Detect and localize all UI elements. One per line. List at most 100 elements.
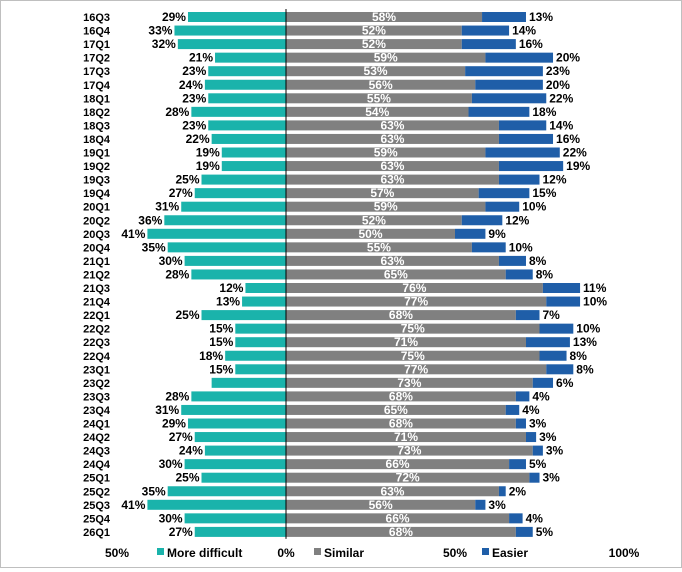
label-similar: 77% [404, 295, 428, 309]
category-label: 17Q3 [83, 66, 110, 78]
label-more-difficult: 31% [155, 403, 179, 417]
bar-similar [286, 350, 540, 361]
bar-similar [286, 106, 469, 117]
bar-more-difficult [191, 391, 286, 402]
label-easier: 8% [536, 267, 554, 281]
label-more-difficult: 15% [209, 362, 233, 376]
bar-easier [471, 93, 547, 104]
bar-similar [286, 25, 462, 36]
x-tick-label: 50% [443, 546, 467, 560]
bar-similar [286, 93, 472, 104]
label-similar: 76% [402, 281, 426, 295]
label-easier: 14% [549, 118, 573, 132]
category-label: 16Q3 [83, 12, 110, 24]
label-similar: 63% [380, 484, 404, 498]
category-label: 17Q1 [83, 39, 110, 51]
x-tick-label: 50% [105, 546, 129, 560]
bar-similar [286, 404, 506, 415]
label-more-difficult: 33% [148, 24, 172, 38]
bar-more-difficult [208, 93, 286, 104]
label-similar: 77% [404, 362, 428, 376]
label-more-difficult: 31% [155, 200, 179, 214]
bar-easier [525, 337, 570, 348]
bar-easier [498, 133, 554, 144]
label-easier: 8% [529, 254, 547, 268]
bar-easier [529, 472, 540, 483]
label-similar: 73% [397, 376, 421, 390]
bar-more-difficult [167, 486, 286, 497]
bar-easier [515, 526, 533, 537]
category-label: 24Q4 [83, 459, 111, 471]
label-easier: 8% [576, 362, 594, 376]
bar-easier [461, 215, 503, 226]
bar-more-difficult [181, 404, 286, 415]
label-similar: 56% [369, 498, 393, 512]
bar-similar [286, 432, 526, 443]
bar-similar [286, 526, 516, 537]
bar-easier [539, 323, 574, 334]
bar-more-difficult [184, 255, 286, 266]
bar-more-difficult [201, 174, 286, 185]
bar-easier [509, 459, 526, 470]
x-tick-label: 100% [609, 546, 640, 560]
bar-more-difficult [147, 228, 286, 239]
category-label: 23Q2 [83, 378, 110, 390]
category-label: 21Q2 [83, 269, 110, 281]
label-similar: 52% [362, 37, 386, 51]
label-easier: 10% [509, 240, 533, 254]
label-easier: 3% [543, 471, 561, 485]
category-label: 18Q2 [83, 107, 110, 119]
label-easier: 3% [546, 444, 564, 458]
label-more-difficult: 19% [196, 159, 220, 173]
bar-more-difficult [147, 499, 286, 510]
category-label: 21Q1 [83, 256, 110, 268]
bar-similar [286, 418, 516, 429]
bar-more-difficult [235, 337, 286, 348]
bar-more-difficult [235, 364, 286, 375]
bar-easier [532, 445, 543, 456]
label-similar: 59% [374, 146, 398, 160]
bar-similar [286, 12, 483, 22]
bar-similar [286, 269, 506, 280]
label-similar: 71% [394, 335, 418, 349]
bar-easier [485, 52, 554, 63]
label-similar: 50% [358, 227, 382, 241]
bar-easier [455, 228, 486, 239]
bar-similar [286, 486, 499, 497]
label-easier: 2% [509, 484, 527, 498]
bar-easier [465, 66, 543, 77]
category-label: 21Q4 [83, 297, 111, 309]
category-label: 18Q1 [83, 93, 110, 105]
label-more-difficult: 27% [169, 430, 193, 444]
label-more-difficult: 15% [209, 335, 233, 349]
bar-easier [515, 310, 540, 321]
label-more-difficult: 24% [179, 444, 203, 458]
category-label: 19Q1 [83, 148, 110, 160]
label-similar: 56% [369, 78, 393, 92]
category-label: 19Q3 [83, 175, 110, 187]
bar-easier [546, 364, 574, 375]
bar-similar [286, 499, 476, 510]
bar-more-difficult [215, 52, 286, 63]
bar-more-difficult [191, 269, 286, 280]
label-similar: 65% [384, 403, 408, 417]
category-label: 22Q1 [83, 310, 110, 322]
bar-similar [286, 133, 499, 144]
bar-easier [509, 513, 523, 524]
category-label: 16Q4 [83, 26, 111, 38]
bar-similar [286, 337, 526, 348]
bar-easier [539, 350, 567, 361]
label-more-difficult: 25% [175, 173, 199, 187]
bar-more-difficult [187, 12, 286, 22]
label-more-difficult: 23% [182, 91, 206, 105]
label-similar: 63% [380, 173, 404, 187]
category-label: 20Q2 [83, 215, 110, 227]
category-label: 19Q4 [83, 188, 111, 200]
bar-similar [286, 79, 476, 90]
label-similar: 73% [397, 444, 421, 458]
bar-more-difficult [167, 242, 286, 253]
label-easier: 16% [519, 37, 543, 51]
label-similar: 68% [389, 308, 413, 322]
category-label: 20Q1 [83, 202, 110, 214]
